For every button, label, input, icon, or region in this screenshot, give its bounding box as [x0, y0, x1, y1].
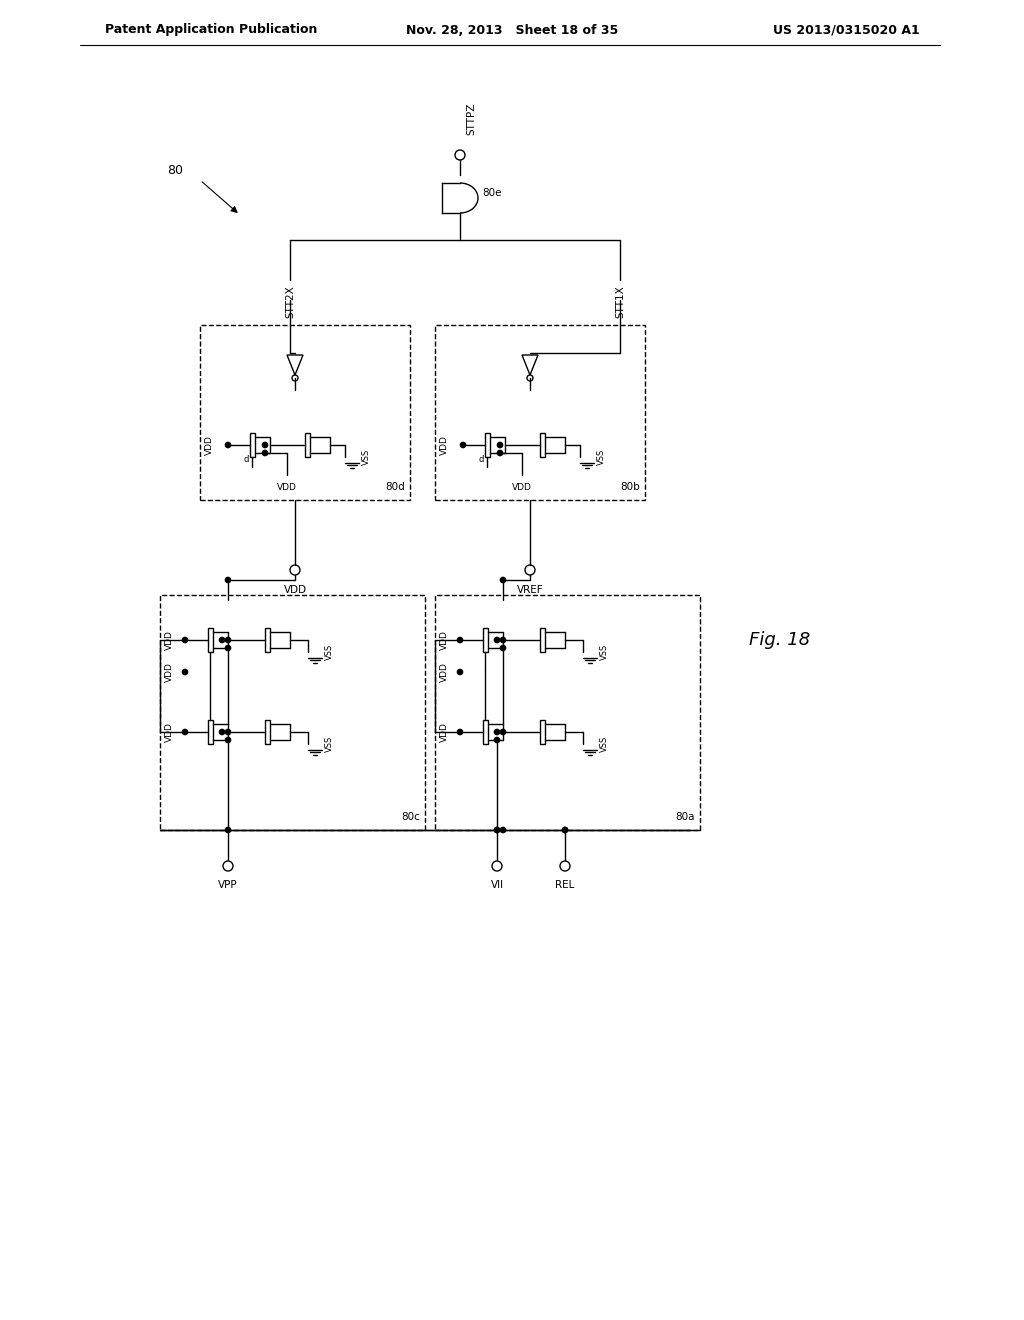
- Circle shape: [225, 729, 231, 735]
- Circle shape: [500, 828, 506, 833]
- Text: STT2X: STT2X: [285, 285, 295, 318]
- Text: STTPZ: STTPZ: [466, 103, 476, 135]
- Circle shape: [457, 729, 463, 735]
- Text: VDD: VDD: [440, 630, 449, 649]
- Circle shape: [494, 729, 500, 735]
- Circle shape: [497, 450, 503, 455]
- Bar: [483, 628, 488, 652]
- Text: VDD: VDD: [205, 436, 214, 455]
- Text: VDD: VDD: [165, 663, 174, 682]
- Bar: [265, 719, 270, 744]
- Text: VDD: VDD: [512, 483, 531, 492]
- Text: VDD: VDD: [278, 483, 297, 492]
- Text: VII: VII: [490, 880, 504, 890]
- Text: VDD: VDD: [165, 630, 174, 649]
- Bar: [250, 433, 255, 457]
- Bar: [483, 719, 488, 744]
- Bar: [265, 628, 270, 652]
- Text: VSS: VSS: [597, 449, 606, 465]
- Circle shape: [562, 828, 568, 833]
- Circle shape: [182, 638, 188, 643]
- Circle shape: [219, 729, 225, 735]
- Bar: [435, 325, 645, 500]
- Text: 80c: 80c: [401, 812, 420, 822]
- Text: STT1X: STT1X: [615, 285, 625, 318]
- Text: VSS: VSS: [600, 735, 609, 752]
- Circle shape: [225, 442, 231, 447]
- Bar: [208, 719, 213, 744]
- Circle shape: [494, 638, 500, 643]
- Text: VPP: VPP: [218, 880, 238, 890]
- Circle shape: [500, 577, 506, 583]
- Circle shape: [562, 828, 568, 833]
- Text: 80a: 80a: [676, 812, 695, 822]
- Text: VDD: VDD: [440, 436, 449, 455]
- Text: Fig. 18: Fig. 18: [750, 631, 811, 649]
- Bar: [160, 595, 425, 830]
- Text: US 2013/0315020 A1: US 2013/0315020 A1: [773, 24, 920, 37]
- Circle shape: [225, 828, 231, 833]
- Bar: [200, 325, 410, 500]
- Bar: [485, 433, 490, 457]
- Circle shape: [225, 645, 231, 651]
- Bar: [540, 719, 545, 744]
- Text: 80b: 80b: [621, 482, 640, 492]
- Text: VSS: VSS: [600, 644, 609, 660]
- Circle shape: [494, 828, 500, 833]
- Circle shape: [219, 638, 225, 643]
- Circle shape: [500, 638, 506, 643]
- Text: VSS: VSS: [325, 644, 334, 660]
- Text: VDD: VDD: [165, 722, 174, 742]
- Text: VDD: VDD: [284, 585, 306, 595]
- Circle shape: [262, 442, 268, 447]
- Text: VREF: VREF: [517, 585, 544, 595]
- Circle shape: [494, 737, 500, 743]
- Bar: [208, 628, 213, 652]
- Text: VDD: VDD: [440, 722, 449, 742]
- Circle shape: [182, 669, 188, 675]
- Bar: [305, 433, 310, 457]
- Circle shape: [225, 737, 231, 743]
- Text: d: d: [244, 455, 249, 465]
- Bar: [540, 628, 545, 652]
- Text: Patent Application Publication: Patent Application Publication: [105, 24, 317, 37]
- Circle shape: [497, 442, 503, 447]
- Text: Nov. 28, 2013   Sheet 18 of 35: Nov. 28, 2013 Sheet 18 of 35: [406, 24, 618, 37]
- Circle shape: [460, 442, 466, 447]
- Circle shape: [494, 828, 500, 833]
- Text: VSS: VSS: [325, 735, 334, 752]
- Text: REL: REL: [555, 880, 574, 890]
- Circle shape: [457, 669, 463, 675]
- Text: d: d: [478, 455, 483, 465]
- Circle shape: [225, 577, 231, 583]
- Circle shape: [457, 638, 463, 643]
- Text: 80: 80: [167, 164, 183, 177]
- Circle shape: [500, 645, 506, 651]
- Circle shape: [182, 729, 188, 735]
- Text: VSS: VSS: [362, 449, 371, 465]
- Circle shape: [262, 450, 268, 455]
- Text: 80d: 80d: [385, 482, 406, 492]
- Text: 80e: 80e: [482, 187, 502, 198]
- Bar: [435, 595, 700, 830]
- Text: VDD: VDD: [440, 663, 449, 682]
- Circle shape: [225, 638, 231, 643]
- Circle shape: [500, 729, 506, 735]
- Bar: [540, 433, 545, 457]
